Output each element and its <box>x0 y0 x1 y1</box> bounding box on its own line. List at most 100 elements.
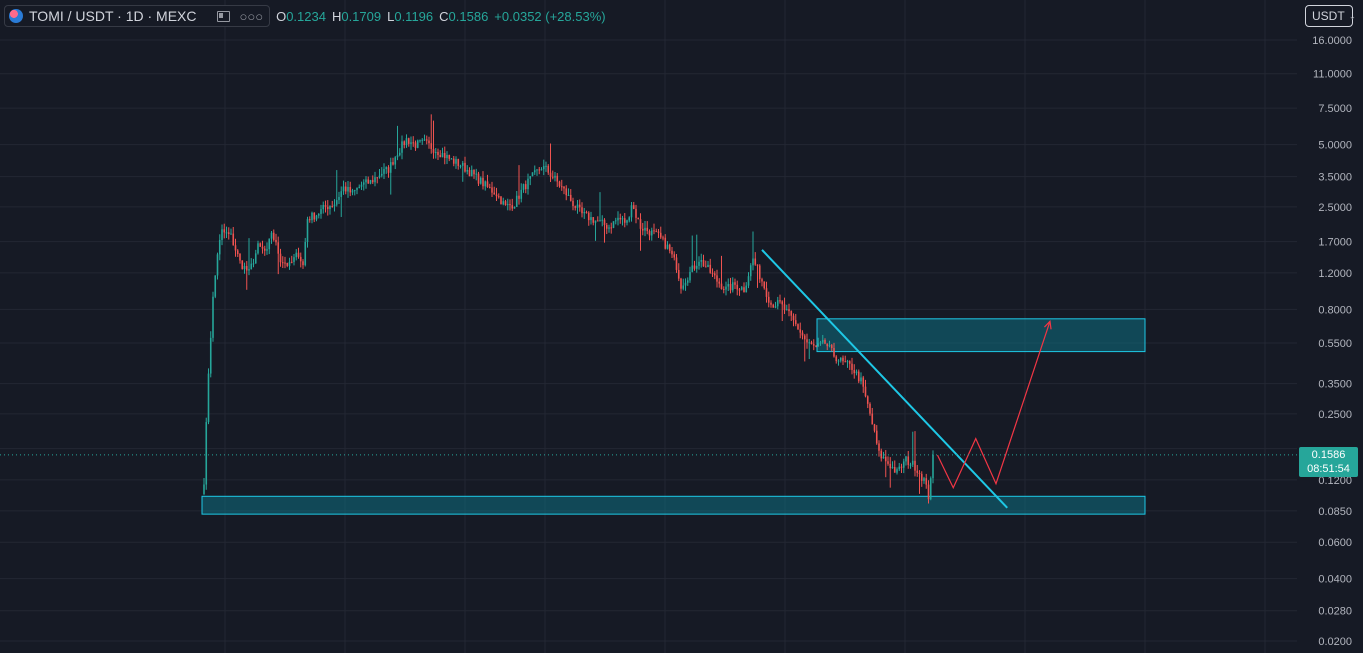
price-axis-label: 0.0200 <box>1318 636 1352 648</box>
candle-body <box>493 192 496 195</box>
price-axis-label: 0.2500 <box>1318 409 1352 421</box>
candle-body <box>664 237 667 249</box>
candle-body <box>603 219 606 225</box>
candle-body <box>880 450 883 459</box>
candle-body <box>887 461 889 464</box>
candle-body <box>799 329 802 333</box>
candle-body <box>464 162 466 172</box>
candle-body <box>533 170 536 173</box>
candle-body <box>621 218 624 220</box>
candle-body <box>468 169 471 177</box>
candle-body <box>479 177 482 184</box>
candle-body <box>792 315 795 321</box>
candle-body <box>248 269 250 271</box>
candle-body <box>826 343 829 347</box>
candle-body <box>527 178 529 190</box>
candle-body <box>727 284 730 287</box>
candle-body <box>342 186 345 192</box>
candle-body <box>734 282 736 285</box>
candle-body <box>230 233 232 235</box>
candle-body <box>387 167 390 173</box>
candle-body <box>610 227 613 229</box>
candle-body <box>810 342 813 345</box>
candle-body <box>542 166 545 170</box>
candle-body <box>374 177 376 183</box>
candle-body <box>380 173 383 176</box>
candle-body <box>725 286 727 290</box>
tomi-logo-icon <box>9 9 23 23</box>
candle-body <box>482 177 484 187</box>
symbol-selector[interactable]: TOMI / USDT · 1D · MEXC ○○○ <box>4 5 271 27</box>
candle-body <box>860 377 862 382</box>
candle-body <box>747 276 750 286</box>
candle-body <box>509 204 511 206</box>
candle-body <box>340 191 343 197</box>
candle-body <box>749 265 752 277</box>
candle-body <box>770 302 772 305</box>
candle-body <box>817 343 820 347</box>
currency-label: USDT <box>1312 9 1345 23</box>
candle-body <box>680 278 682 289</box>
candle-body <box>635 208 637 218</box>
candle-body <box>648 231 651 236</box>
candle-body <box>659 232 662 238</box>
candle-body <box>560 186 563 188</box>
candle-body <box>443 153 446 159</box>
candle-body <box>288 261 291 266</box>
candle-body <box>252 263 255 265</box>
candle-body <box>731 282 734 291</box>
candle-body <box>779 300 781 302</box>
price-axis-label: 0.8000 <box>1318 304 1352 316</box>
candle-body <box>450 158 453 160</box>
price-axis[interactable]: 16.0000 11.0000 7.5000 5.0000 3.5000 2.5000 1.… <box>1312 35 1352 648</box>
candle-body <box>461 162 464 166</box>
symbol-legend: TOMI / USDT · 1D · MEXC ○○○ O0.1234 H0.1… <box>4 5 606 27</box>
candle-body <box>329 205 331 210</box>
candle-body <box>347 186 349 192</box>
currency-selector[interactable]: USDT ⌄ <box>1305 5 1356 27</box>
candle-body <box>700 260 703 262</box>
candle-body <box>594 220 597 223</box>
candle-body <box>500 196 502 205</box>
candle-body <box>623 218 626 223</box>
candle-body <box>614 220 617 222</box>
candle-body <box>392 162 394 165</box>
price-axis-label: 16.0000 <box>1312 35 1352 47</box>
candle-body <box>529 176 532 179</box>
candle-body <box>828 345 831 347</box>
candle-body <box>736 284 739 290</box>
candle-body <box>873 424 876 431</box>
candle-body <box>396 155 399 158</box>
candle-body <box>297 252 300 257</box>
candle-body <box>486 181 489 187</box>
candle-body <box>583 212 586 214</box>
price-axis-label: 1.7000 <box>1318 237 1352 249</box>
candle-body <box>644 227 646 231</box>
candle-body <box>716 275 718 282</box>
candle-body <box>434 151 437 153</box>
candle-body <box>504 201 507 206</box>
candle-body <box>311 212 313 221</box>
candle-body <box>320 209 322 214</box>
candle-body <box>752 258 754 266</box>
candle-body <box>668 244 671 251</box>
candle-body <box>216 254 219 276</box>
candle-body <box>882 456 885 459</box>
candle-body <box>423 139 426 141</box>
candle-body <box>241 260 244 270</box>
candle-body <box>767 296 770 303</box>
candle-body <box>893 467 896 473</box>
candle-body <box>794 320 797 325</box>
candle-body <box>907 456 910 465</box>
candle-body <box>353 190 356 192</box>
candle-body <box>626 220 628 223</box>
projection-arrowhead <box>1043 320 1052 330</box>
candle-body <box>675 257 678 270</box>
candle-body <box>547 165 550 173</box>
candle-body <box>475 173 478 175</box>
candle-body <box>369 180 372 184</box>
candle-body <box>608 227 610 229</box>
compare-icon[interactable] <box>216 10 230 22</box>
candle-body <box>531 172 534 177</box>
